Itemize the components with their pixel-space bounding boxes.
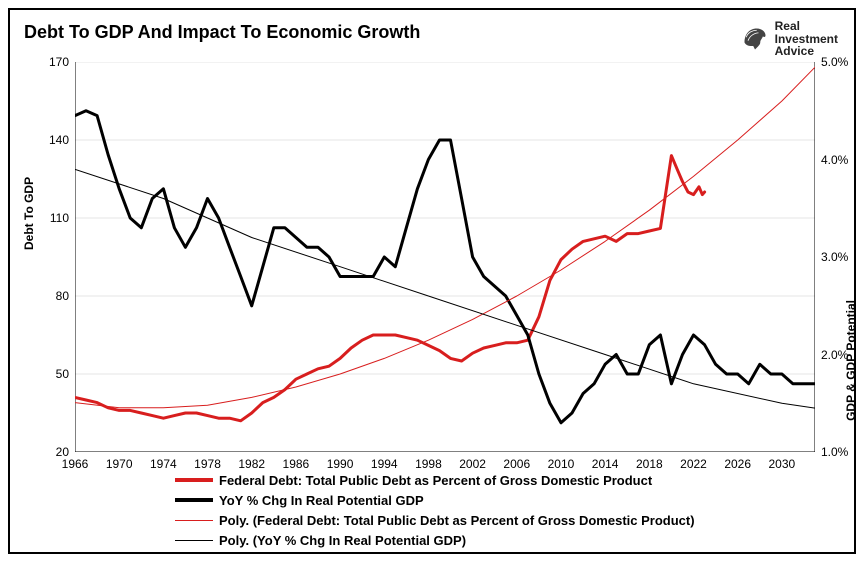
x-tick: 1998 — [415, 457, 442, 471]
legend-swatch — [175, 498, 213, 502]
y-right-tick: 2.0% — [821, 348, 848, 362]
x-tick: 1982 — [238, 457, 265, 471]
legend-label: YoY % Chg In Real Potential GDP — [219, 493, 424, 508]
x-tick: 2002 — [459, 457, 486, 471]
x-tick: 1966 — [62, 457, 89, 471]
series-line — [75, 169, 815, 408]
legend-item: YoY % Chg In Real Potential GDP — [175, 490, 695, 510]
lion-icon — [741, 25, 769, 53]
legend-item: Federal Debt: Total Public Debt as Perce… — [175, 470, 695, 490]
x-tick: 2026 — [724, 457, 751, 471]
x-tick: 2006 — [503, 457, 530, 471]
x-tick: 1970 — [106, 457, 133, 471]
x-tick: 1974 — [150, 457, 177, 471]
series-line — [75, 67, 815, 408]
logo-line-1: Real — [775, 20, 838, 33]
x-tick: 2030 — [769, 457, 796, 471]
legend-item: Poly. (Federal Debt: Total Public Debt a… — [175, 510, 695, 530]
plot-area — [75, 62, 815, 452]
y-left-tick: 170 — [41, 55, 69, 69]
x-tick: 1978 — [194, 457, 221, 471]
chart-title: Debt To GDP And Impact To Economic Growt… — [24, 22, 420, 43]
x-tick: 2010 — [548, 457, 575, 471]
legend-label: Poly. (YoY % Chg In Real Potential GDP) — [219, 533, 466, 548]
legend-swatch — [175, 478, 213, 482]
x-tick: 2022 — [680, 457, 707, 471]
x-tick: 1986 — [283, 457, 310, 471]
legend-item: Poly. (YoY % Chg In Real Potential GDP) — [175, 530, 695, 550]
y-right-tick: 1.0% — [821, 445, 848, 459]
chart-frame: Debt To GDP And Impact To Economic Growt… — [8, 8, 856, 554]
brand-logo: Real Investment Advice — [741, 20, 838, 58]
y-left-tick: 140 — [41, 133, 69, 147]
series-line — [75, 156, 705, 421]
y-left-axis-label: Debt To GDP — [22, 177, 36, 250]
y-left-tick: 80 — [41, 289, 69, 303]
y-right-tick: 3.0% — [821, 250, 848, 264]
legend: Federal Debt: Total Public Debt as Perce… — [175, 470, 695, 550]
legend-label: Poly. (Federal Debt: Total Public Debt a… — [219, 513, 695, 528]
x-tick: 1994 — [371, 457, 398, 471]
x-tick: 1990 — [327, 457, 354, 471]
x-tick: 2018 — [636, 457, 663, 471]
series-line — [75, 111, 815, 423]
y-left-tick: 50 — [41, 367, 69, 381]
legend-label: Federal Debt: Total Public Debt as Perce… — [219, 473, 652, 488]
legend-swatch — [175, 540, 213, 541]
y-right-tick: 4.0% — [821, 153, 848, 167]
y-right-tick: 5.0% — [821, 55, 848, 69]
legend-swatch — [175, 520, 213, 521]
x-tick: 2014 — [592, 457, 619, 471]
y-left-tick: 110 — [41, 211, 69, 225]
